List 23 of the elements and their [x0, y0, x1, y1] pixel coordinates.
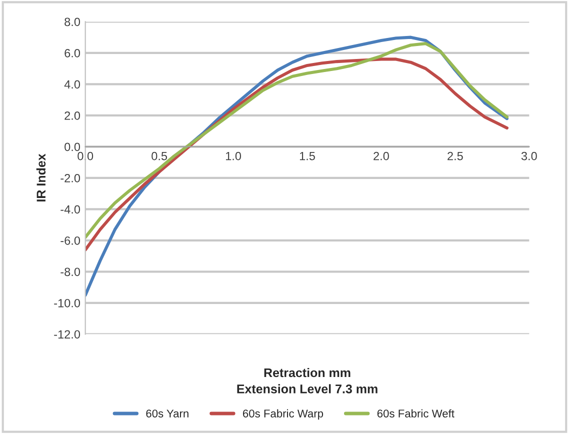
x-tick-label: 2.5: [448, 152, 463, 160]
y-tick-label: -2.0: [60, 174, 80, 182]
y-axis-title: IR Index: [36, 154, 46, 202]
x-tick-label: 1.5: [300, 152, 315, 160]
x-tick-label: 2.0: [374, 152, 389, 160]
x-tick-label: 3.0: [521, 152, 537, 160]
x-tick-label: 0.5: [152, 152, 168, 160]
x-tick-label: 0.0: [78, 152, 94, 160]
legend-label: 60s Fabric Warp: [243, 409, 324, 420]
y-tick-label: 2.0: [64, 111, 80, 120]
y-tick-label: 4.0: [64, 80, 80, 89]
y-tick-label: 0.0: [64, 142, 80, 152]
y-tick-label: -12.0: [54, 330, 80, 339]
y-tick-label: 8.0: [64, 18, 80, 26]
y-tick-label: -8.0: [60, 268, 80, 276]
legend-label: 60s Fabric Weft: [377, 409, 454, 418]
y-tick-label: 6.0: [64, 48, 80, 58]
y-tick-label: -4.0: [60, 205, 80, 214]
x-axis-title: Retraction mm Extension Level 7.3 mm: [237, 368, 378, 394]
y-tick-label: -6.0: [60, 236, 80, 245]
legend-label: 60s Yarn: [146, 410, 188, 418]
x-tick-label: 1.0: [226, 152, 242, 160]
y-tick-label: -10.0: [54, 298, 80, 308]
